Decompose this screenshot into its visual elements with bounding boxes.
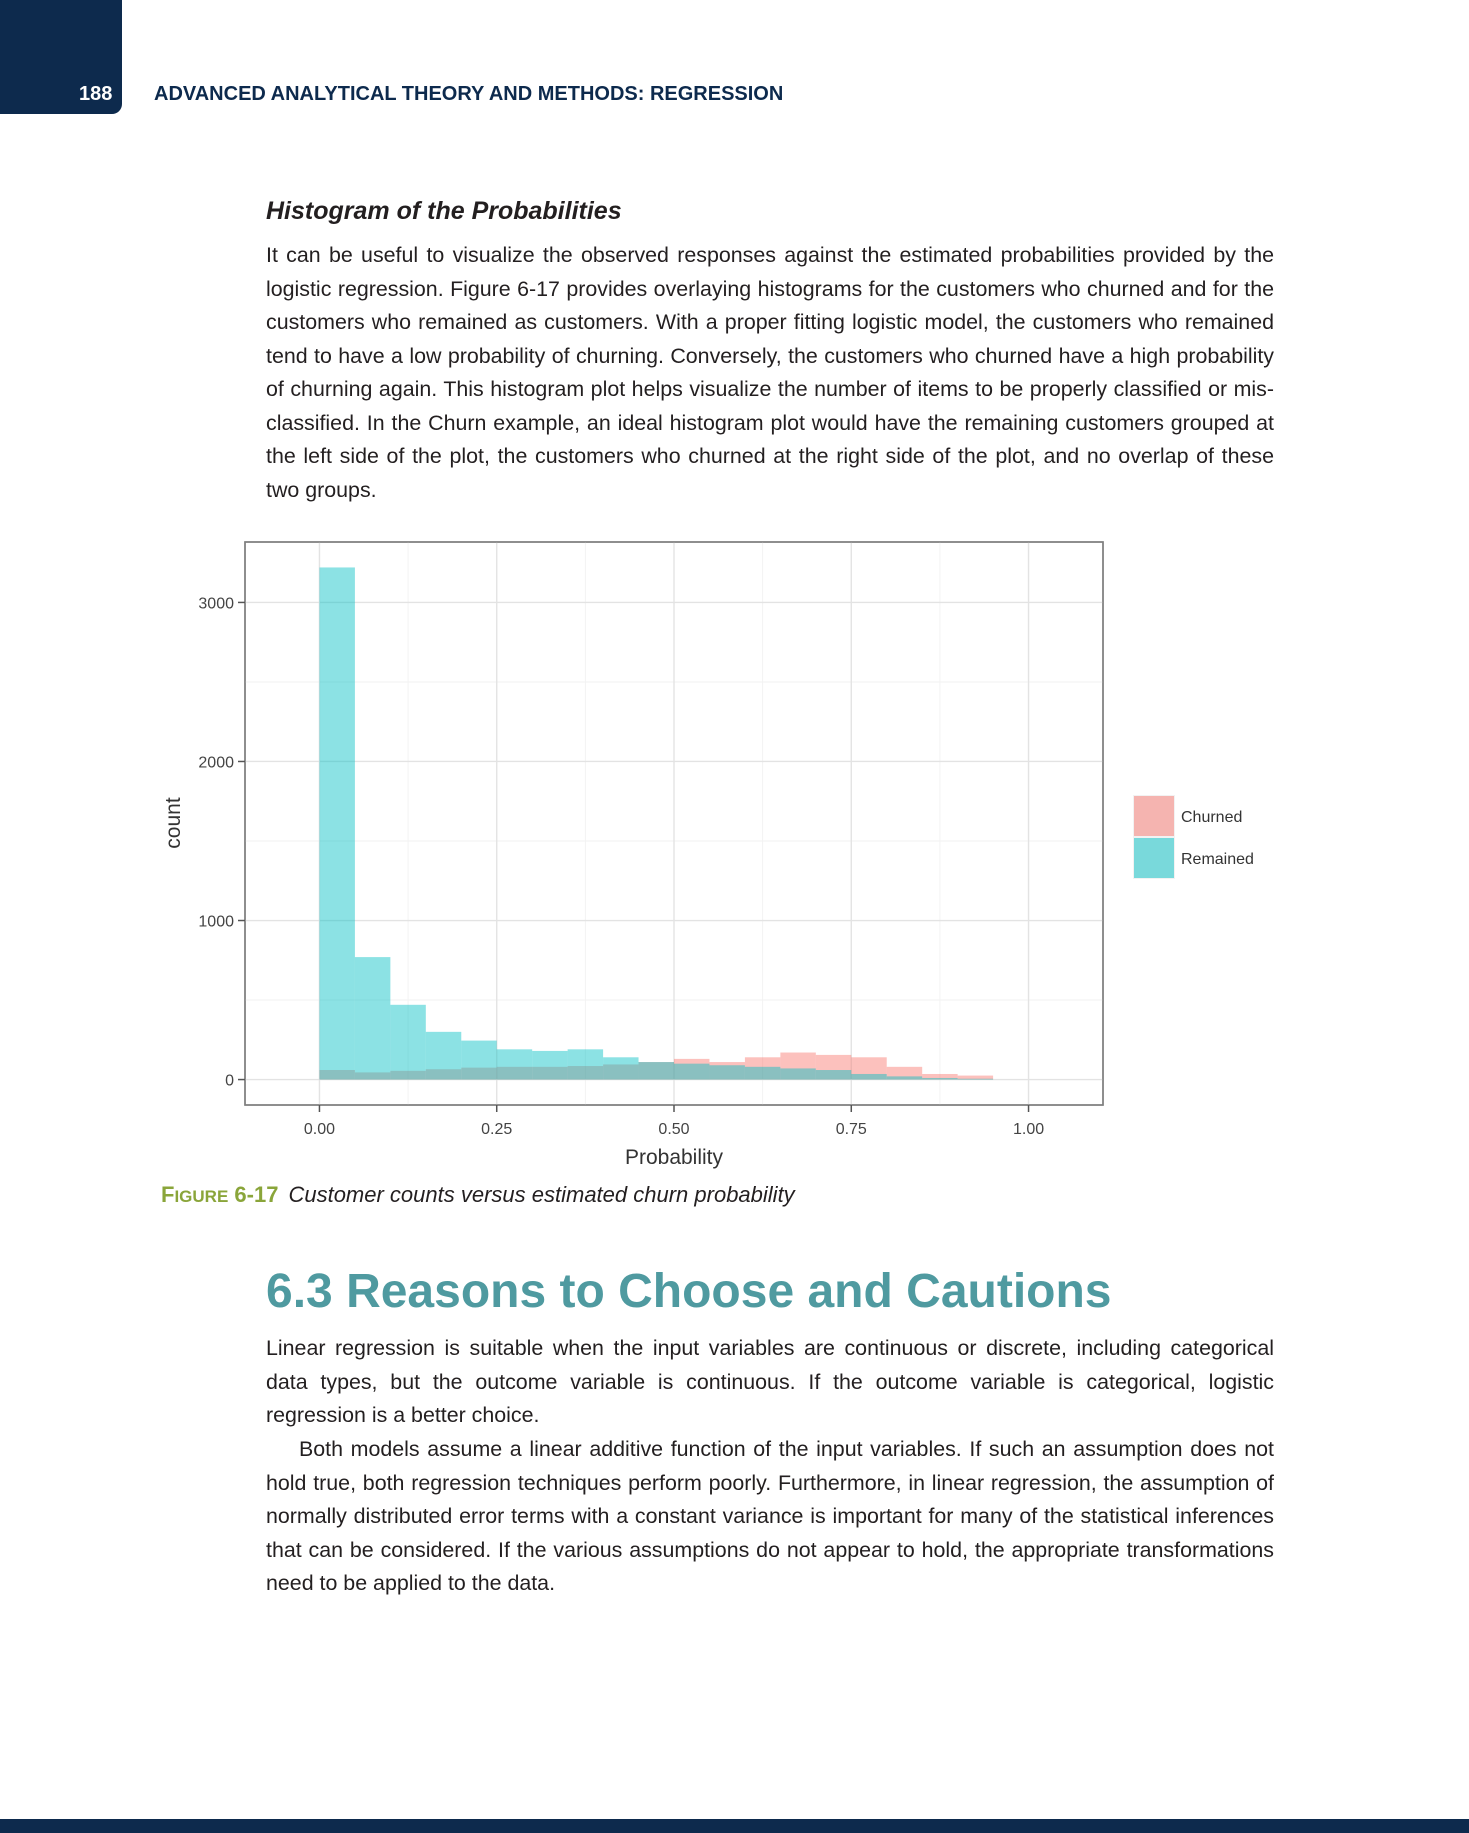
bar-remained [674,1063,710,1080]
bar-remained [567,1049,604,1080]
bar-remained [354,957,391,1080]
y-tick-label: 0 [225,1073,234,1090]
bar-churned [603,1064,639,1080]
figure-caption: FIGURE 6-17 Customer counts versus estima… [161,1181,795,1211]
legend-label-remained: Remained [1181,851,1254,868]
bar-remained [922,1077,958,1080]
figure-6-17-chart: 0.00 0.25 0.50 0.75 1.00 0 1000 2000 3000 Probab… [150,535,1290,1175]
y-tick-label: 2000 [198,754,234,771]
bar-remained [532,1050,568,1080]
legend-swatch-remained [1134,838,1174,878]
paragraph-assumptions: Both models assume a linear additive fun… [266,1437,1274,1595]
histogram-svg: 0.00 0.25 0.50 0.75 1.00 0 1000 2000 3000 Probab… [162,541,1254,1169]
running-header: ADVANCED ANALYTICAL THEORY AND METHODS: … [154,83,784,105]
bar-churned [780,1052,816,1080]
axes: 0.00 0.25 0.50 0.75 1.00 0 1000 2000 3000 [198,595,1044,1138]
y-tick-label: 3000 [198,595,234,612]
bar-churned [851,1057,887,1080]
bar-churned [886,1066,923,1080]
page-number: 188 [79,83,113,105]
legend-swatch-churned [1134,796,1174,836]
figure-label: FIGURE 6-17 [161,1182,278,1207]
figure-label-smallcaps: IGURE [174,1187,229,1206]
bar-remained [815,1070,852,1080]
legend-label-churned: Churned [1181,809,1242,826]
histogram-bars [319,567,994,1080]
bar-churned [461,1067,497,1080]
paragraph-linear-regression: Linear regression is suitable when the i… [266,1336,1274,1427]
figure-label-prefix: F [161,1182,175,1207]
bar-churned [532,1066,568,1080]
x-tick-label: 1.00 [1013,1121,1044,1138]
bar-churned [638,1062,674,1080]
bar-remained [496,1049,533,1080]
bar-remained [319,567,355,1080]
x-tick-label: 0.50 [658,1121,689,1138]
bar-remained [638,1062,674,1080]
page-tab [0,0,122,114]
bar-churned [957,1075,994,1080]
bar-churned [319,1070,355,1080]
bar-churned [744,1057,781,1080]
y-axis-label: count [162,797,185,849]
y-tick-label: 1000 [198,914,234,931]
bar-churned [567,1066,604,1080]
bar-remained [709,1065,745,1080]
legend: Churned Remained [1133,795,1254,879]
paragraph-histogram-intro: It can be useful to visualize the observ… [266,243,1274,502]
x-tick-label: 0.25 [481,1121,512,1138]
figure-caption-text: Customer counts versus estimated churn p… [288,1182,795,1207]
bar-churned [425,1069,462,1080]
bar-remained [851,1073,887,1080]
grid-lines [245,542,1103,1105]
bar-remained [603,1057,639,1080]
x-axis-label: Probability [625,1146,724,1169]
x-tick-label: 0.75 [836,1121,867,1138]
bar-remained [461,1040,497,1080]
bar-remained [390,1004,426,1080]
bar-remained [425,1031,462,1080]
bar-churned [390,1070,426,1080]
bar-remained [957,1078,994,1080]
bar-remained [886,1076,923,1080]
bar-remained [780,1068,816,1080]
bar-remained [744,1066,781,1080]
bar-churned [922,1073,958,1080]
figure-label-number: 6-17 [228,1182,279,1207]
bar-churned [709,1062,745,1080]
section-heading: 6.3 Reasons to Choose and Cautions [266,1265,1112,1318]
bar-churned [674,1058,710,1080]
footer-bar [0,1819,1469,1833]
bar-churned [815,1054,852,1080]
x-tick-label: 0.00 [304,1121,335,1138]
subsection-title: Histogram of the Probabilities [266,197,622,225]
bar-churned [496,1066,533,1080]
bar-churned [354,1072,391,1080]
